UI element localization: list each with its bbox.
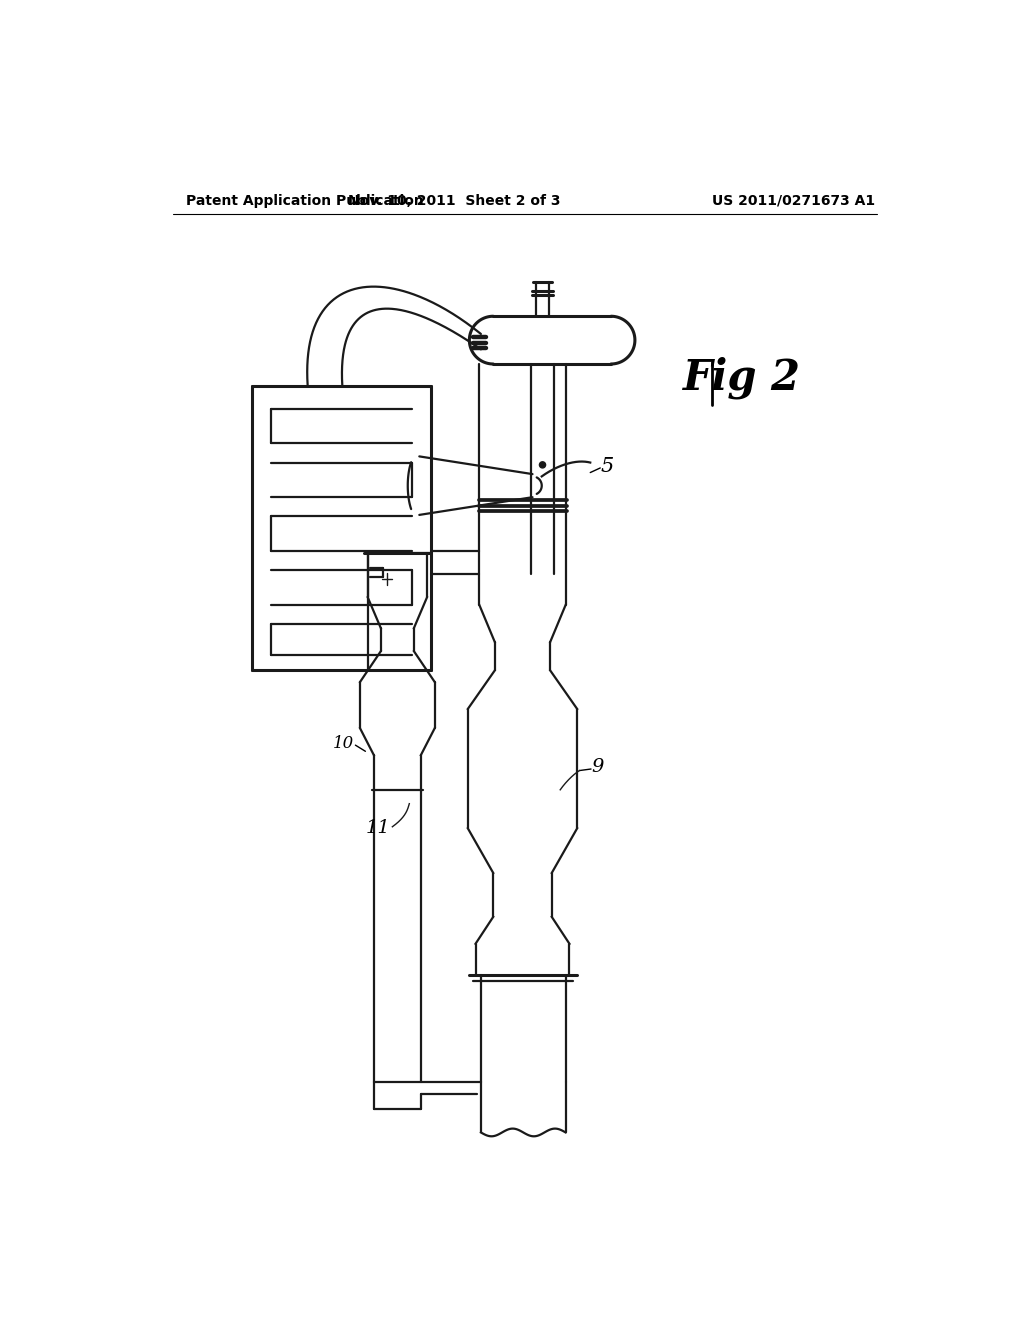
Circle shape — [540, 462, 546, 469]
Polygon shape — [469, 317, 635, 364]
Text: Fig 2: Fig 2 — [683, 356, 802, 399]
Text: US 2011/0271673 A1: US 2011/0271673 A1 — [712, 194, 876, 207]
Text: 5: 5 — [600, 457, 613, 477]
Text: Patent Application Publication: Patent Application Publication — [186, 194, 424, 207]
Text: 11: 11 — [366, 820, 391, 837]
Text: 9: 9 — [591, 758, 603, 776]
Text: 10: 10 — [333, 735, 354, 752]
Text: Nov. 10, 2011  Sheet 2 of 3: Nov. 10, 2011 Sheet 2 of 3 — [348, 194, 560, 207]
